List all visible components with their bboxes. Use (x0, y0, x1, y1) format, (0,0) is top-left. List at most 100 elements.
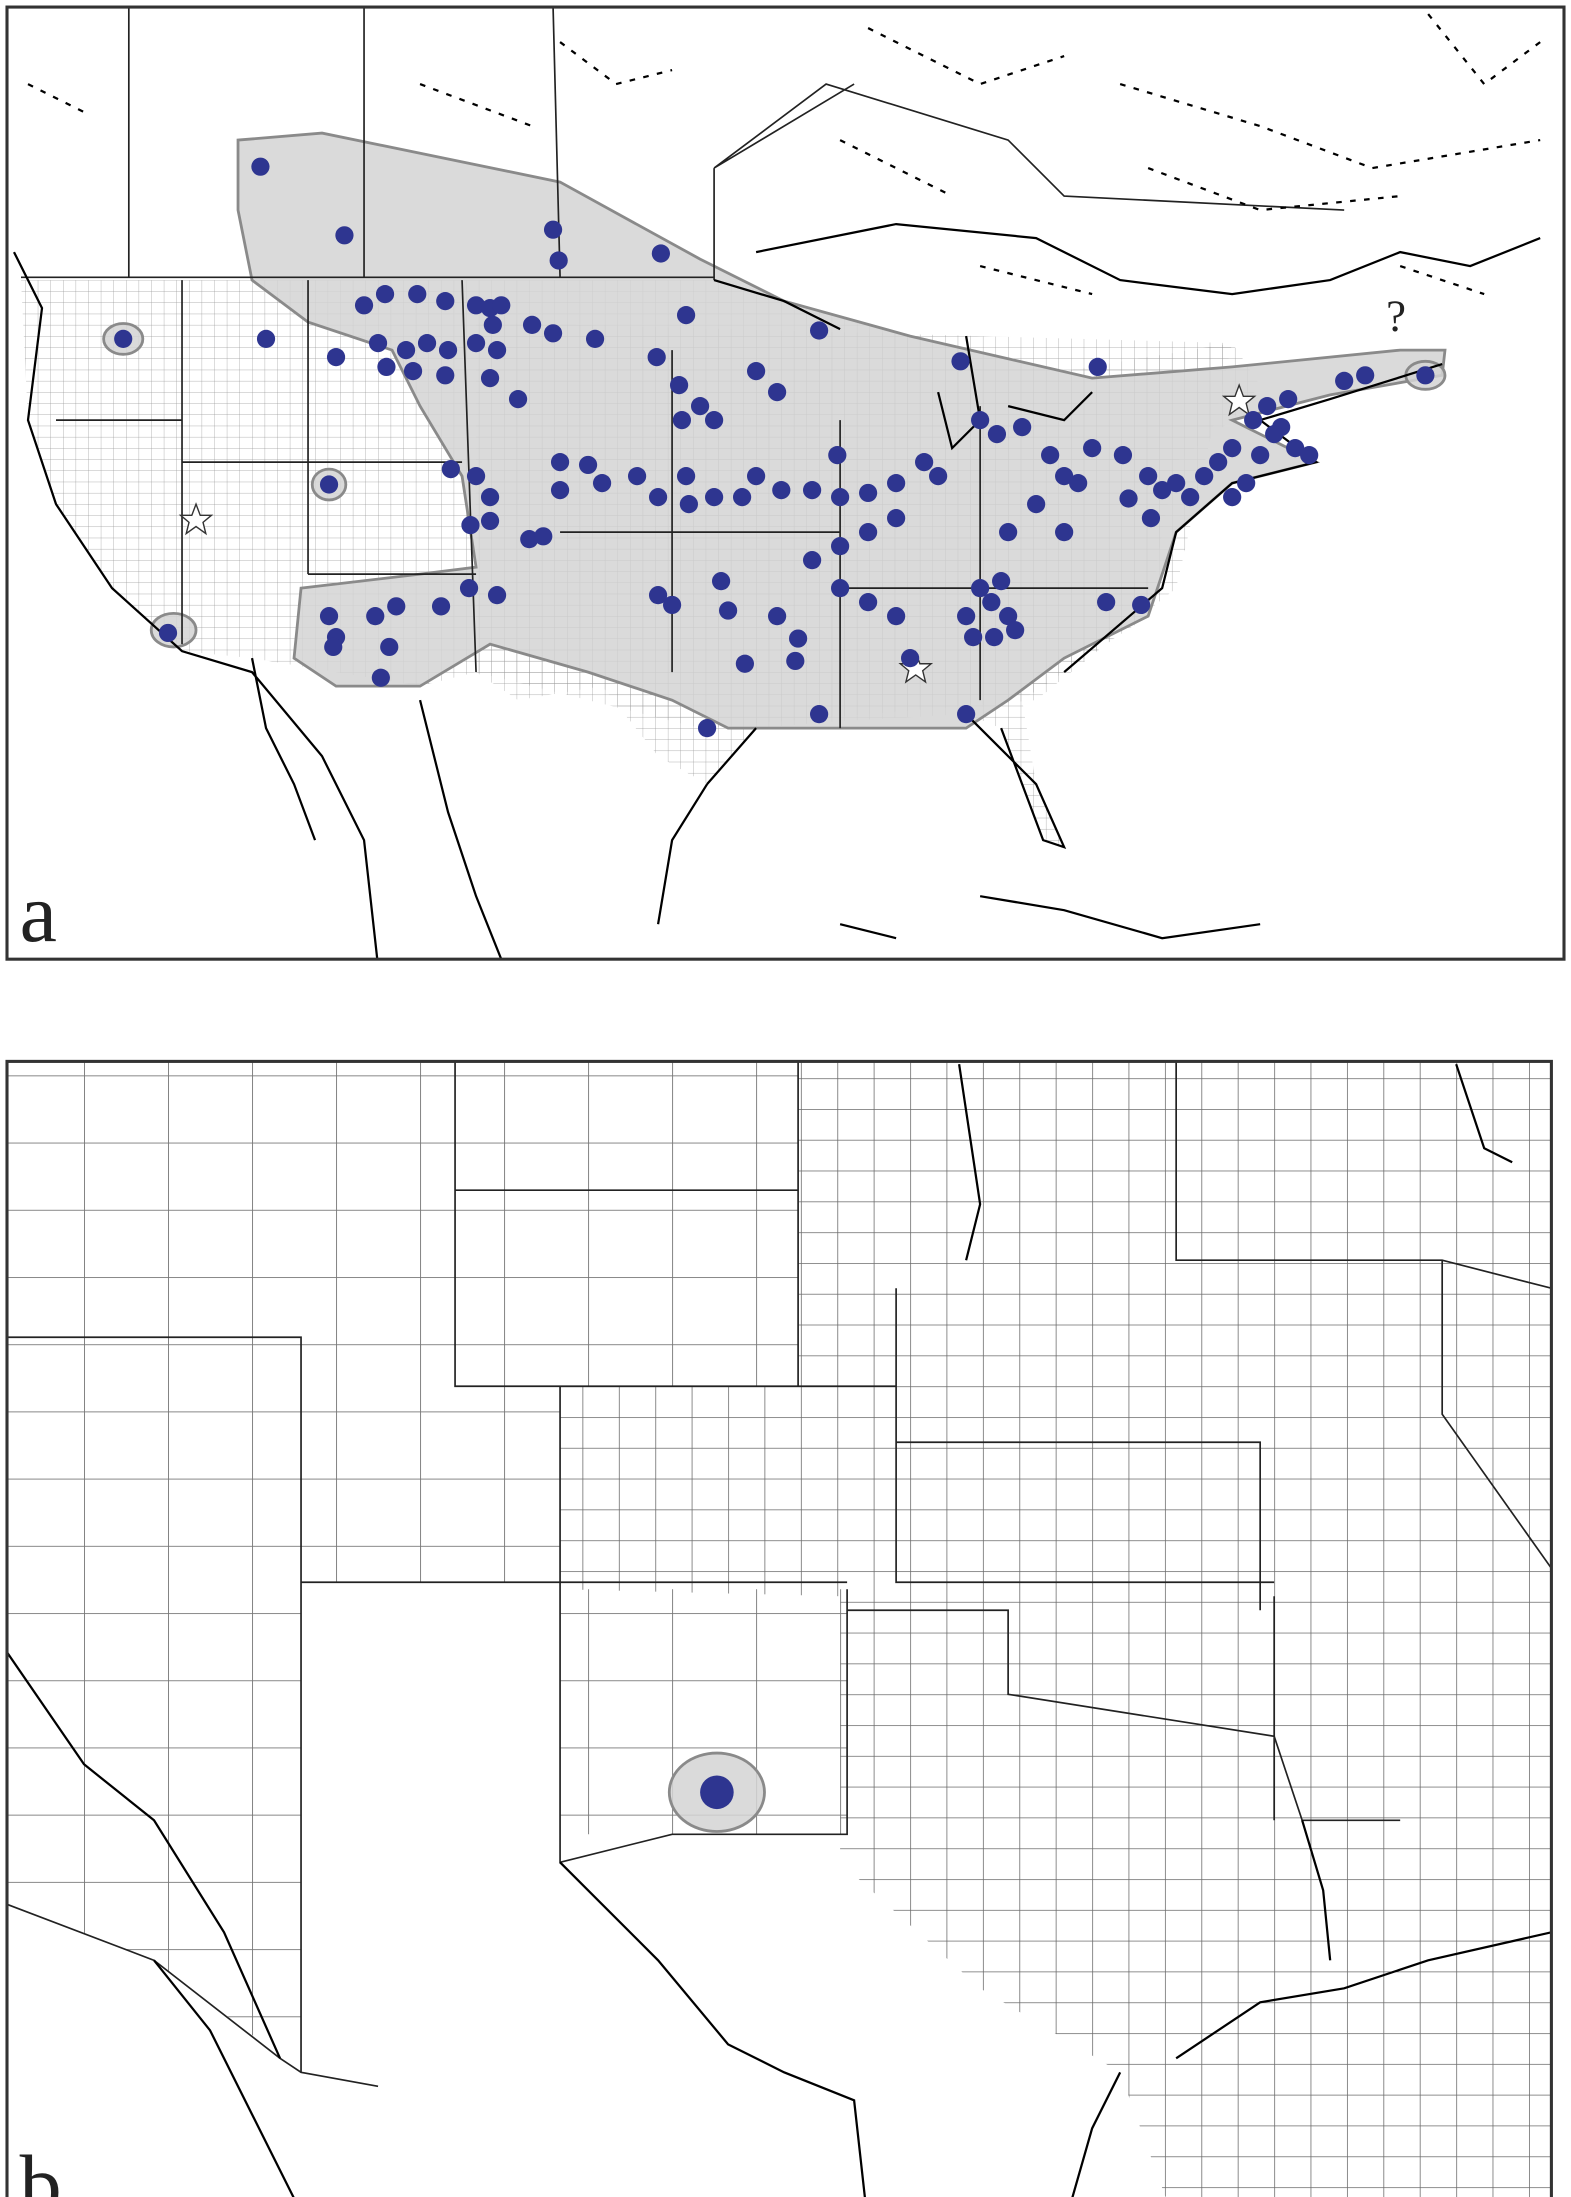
occurrence-point (1237, 474, 1256, 493)
occurrence-points (114, 157, 1435, 738)
occurrence-point (480, 511, 500, 531)
occurrence-point (1416, 366, 1435, 385)
occurrence-point (859, 593, 878, 612)
occurrence-point (992, 572, 1011, 591)
coastline (12, 222, 1541, 960)
occurrence-point (982, 593, 1001, 612)
occurrence-point (887, 509, 906, 528)
nm-counties (560, 1589, 848, 1835)
state-lines (21, 7, 1345, 729)
occurrence-point (1209, 453, 1228, 472)
occurrence-point (461, 516, 480, 535)
occurrence-point (697, 719, 717, 738)
occurrence-point (1181, 488, 1200, 507)
occurrence-point (859, 523, 878, 542)
occurrence-point (387, 597, 406, 616)
occurrence-point (324, 637, 343, 657)
occurrence-point (901, 649, 920, 668)
occurrence-point (711, 572, 731, 591)
occurrence-point (1119, 489, 1138, 508)
occurrence-point (1167, 474, 1186, 493)
occurrence-point (647, 348, 666, 367)
occurrence-point (676, 305, 696, 325)
panel-label: a (20, 867, 57, 960)
occurrence-point (480, 488, 500, 507)
occurrence-point (789, 629, 808, 648)
occurrence-point (915, 453, 934, 472)
occurrence-point (319, 475, 339, 494)
occurrence-point (676, 467, 696, 486)
occurrence-point (732, 488, 752, 507)
occurrence-point (158, 623, 178, 643)
occurrence-point (985, 628, 1004, 647)
occurrence-point (585, 329, 605, 349)
occurrence-point (957, 607, 976, 626)
occurrence-point (466, 296, 486, 315)
occurrence-point (1265, 425, 1284, 444)
occurrence-point (767, 607, 787, 626)
occurrence-point (887, 474, 906, 493)
panel-label: b (20, 2138, 62, 2197)
occurrence-point (1244, 411, 1263, 430)
occurrence-point (335, 226, 354, 245)
occurrence-point (403, 362, 423, 381)
occurrence-point (483, 315, 502, 335)
occurrence-point (1300, 446, 1319, 465)
annotation: ? (1386, 291, 1406, 341)
occurrence-point (999, 523, 1018, 542)
coastline (7, 1063, 1552, 2197)
occurrence-point (520, 530, 539, 549)
occurrence-point (578, 455, 598, 475)
occurrence-point (1132, 595, 1151, 615)
occurrence-point (651, 244, 670, 263)
occurrence-point (522, 315, 542, 335)
occurrence-point (831, 488, 850, 507)
state-lines (7, 1061, 1552, 2088)
occurrence-point (508, 390, 528, 409)
occurrence-point (971, 579, 990, 598)
occurrence-point (256, 329, 276, 349)
occurrence-point (672, 411, 691, 430)
occurrence-point (786, 651, 805, 671)
occurrence-point (1097, 593, 1116, 612)
occurrence-point (746, 467, 766, 486)
occurrence-point (929, 467, 948, 486)
occurrence-point (487, 341, 507, 360)
occurrence-point (550, 481, 570, 500)
occurrence-point (999, 607, 1018, 626)
occurrence-point (627, 467, 647, 486)
occurrence-point (436, 366, 455, 385)
occurrence-point (396, 341, 416, 360)
range-area (236, 131, 1447, 730)
occurrence-point (810, 321, 829, 340)
occurrence-point (368, 334, 388, 353)
occurrence-point (1258, 397, 1277, 416)
occurrence-point (377, 357, 396, 377)
occurrence-point (1223, 439, 1242, 458)
occurrence-point (1006, 621, 1025, 640)
occurrence-point (1055, 523, 1074, 542)
panel-frame (5, 1059, 1553, 2197)
occurrence-point (828, 446, 847, 465)
occurrence-point (803, 551, 822, 570)
occurrence-point (803, 481, 822, 500)
occurrence-point (1041, 446, 1060, 465)
occurrence-point (964, 628, 983, 647)
occurrence-point (971, 411, 990, 430)
occurrence-point (859, 483, 878, 503)
occurrence-point (1027, 495, 1046, 514)
occurrence-point (1223, 488, 1242, 507)
occurrence-point (441, 460, 460, 479)
occurrence-point (690, 397, 710, 416)
occurrence-point (380, 637, 399, 657)
occurrence-point (319, 607, 339, 626)
occurrence-point (957, 705, 976, 724)
occurrence-point (1139, 467, 1158, 486)
occurrence-point (704, 488, 724, 507)
occurrence-point (534, 527, 553, 546)
occurrence-point (1088, 357, 1107, 377)
occurrence-point (354, 296, 374, 315)
occurrence-point (1013, 418, 1032, 437)
occurrence-point (543, 220, 563, 239)
